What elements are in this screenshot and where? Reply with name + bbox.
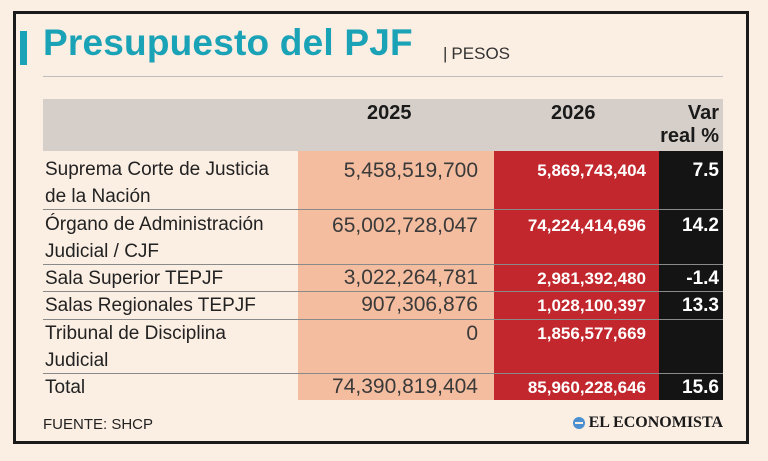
- table-row-label: Órgano de Administración Judicial / CJF: [45, 211, 264, 265]
- value-2026: 74,224,414,696: [527, 216, 646, 235]
- table-header-band: [43, 99, 723, 151]
- label-line: Suprema Corte de Justicia: [45, 159, 269, 180]
- header-2026: 2026: [551, 102, 596, 124]
- total-2025: 74,390,819,404: [332, 375, 478, 398]
- label-line: Judicial: [45, 350, 109, 371]
- table-row-label: Sala Superior TEPJF: [45, 268, 224, 289]
- label-line: de la Nación: [45, 186, 151, 207]
- value-2026: 5,869,743,404: [537, 161, 646, 180]
- value-2025: 0: [466, 322, 478, 345]
- value-var: 14.2: [682, 215, 719, 236]
- brand-icon: [572, 417, 585, 429]
- value-2026: 1,856,577,669: [537, 324, 646, 343]
- column-var-background: [659, 151, 723, 400]
- header-2025: 2025: [367, 102, 412, 124]
- units-label: PESOS: [451, 44, 511, 63]
- value-var: -1.4: [686, 268, 719, 289]
- value-2026: 1,028,100,397: [537, 296, 646, 315]
- title-accent-bar: [20, 31, 27, 65]
- value-var: 7.5: [692, 160, 719, 181]
- table-row-label: Salas Regionales TEPJF: [45, 295, 256, 316]
- label-line: Órgano de Administración: [45, 214, 264, 235]
- table-row-label: Tribunal de Disciplina Judicial: [45, 320, 226, 374]
- header-var-line1: Var: [687, 102, 719, 124]
- header-var-line2: real %: [660, 125, 719, 147]
- title-divider: [43, 76, 723, 77]
- column-2025-background: [298, 151, 494, 400]
- row-divider: [43, 373, 723, 374]
- label-line: Judicial / CJF: [45, 241, 160, 262]
- header-var: Var real %: [660, 102, 719, 148]
- value-2026: 2,981,392,480: [537, 269, 646, 288]
- value-var: 13.3: [682, 295, 719, 316]
- source-note: FUENTE: SHCP: [43, 416, 154, 433]
- column-2026-background: [494, 151, 659, 400]
- table-row-label: Suprema Corte de Justicia de la Nación: [45, 156, 269, 210]
- page-title: Presupuesto del PJF: [43, 22, 413, 63]
- brand-logo: EL ECONOMISTA: [572, 414, 723, 432]
- subtitle-separator: |: [443, 44, 448, 63]
- total-var: 15.6: [682, 377, 719, 398]
- label-line: Tribunal de Disciplina: [45, 323, 226, 344]
- brand-name: EL ECONOMISTA: [588, 414, 723, 431]
- row-divider: [43, 264, 723, 265]
- row-divider: [43, 291, 723, 292]
- value-2025: 65,002,728,047: [332, 214, 478, 237]
- units-subtitle: | PESOS: [443, 44, 510, 64]
- value-2025: 5,458,519,700: [343, 159, 478, 182]
- row-divider: [43, 209, 723, 210]
- total-label: Total: [45, 377, 86, 398]
- row-divider: [43, 319, 723, 320]
- total-2026: 85,960,228,646: [527, 378, 646, 397]
- value-2025: 907,306,876: [361, 293, 478, 316]
- value-2025: 3,022,264,781: [343, 266, 478, 289]
